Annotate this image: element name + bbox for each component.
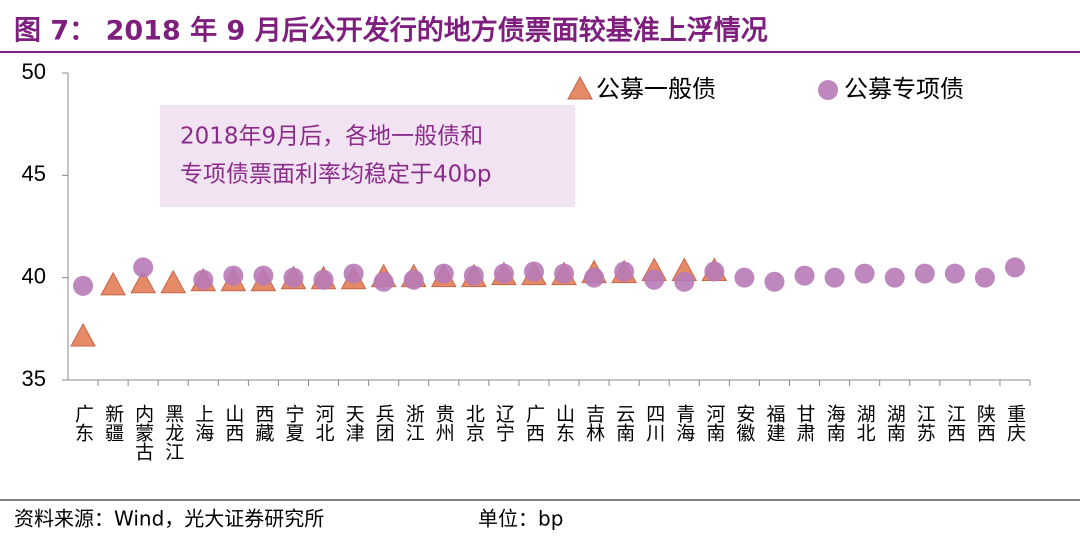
circle-marker [794, 265, 815, 286]
legend-marker [818, 80, 838, 100]
circle-marker [523, 261, 544, 282]
circle-marker [73, 275, 94, 296]
circle-marker [614, 261, 635, 282]
circle-marker [283, 267, 304, 288]
circle-marker [854, 263, 875, 284]
x-tick-label: 天津 [343, 404, 365, 442]
y-tick-label: 40 [22, 263, 46, 288]
triangle-marker [100, 271, 126, 296]
legend-label: 公募一般债 [596, 75, 716, 103]
annotation: 专项债票面利率均稳定于40bp [180, 162, 491, 188]
annotation: 2018年9月后，各地一般债和 [180, 124, 483, 150]
circle-marker [764, 271, 785, 292]
x-tick-label: 广西 [523, 404, 545, 442]
x-tick-label: 甘肃 [794, 404, 816, 442]
x-tick-label: 重庆 [1004, 404, 1026, 442]
x-tick-label: 湖北 [854, 404, 876, 442]
circle-marker [493, 263, 514, 284]
circle-marker [373, 271, 394, 292]
x-tick-label: 河北 [313, 404, 335, 442]
x-tick-label: 湖南 [884, 404, 906, 442]
circle-marker [944, 263, 965, 284]
circle-marker [554, 263, 575, 284]
triangle-marker [130, 269, 156, 294]
circle-marker [223, 265, 244, 286]
x-tick-label: 江苏 [914, 404, 936, 442]
x-tick-label: 北京 [463, 404, 485, 443]
x-tick-label: 江西 [944, 404, 966, 442]
circle-marker [313, 269, 334, 290]
circle-marker [644, 269, 665, 290]
circle-marker [704, 261, 725, 282]
x-tick-label: 福建 [763, 404, 785, 442]
circle-marker [403, 269, 424, 290]
x-tick-label: 青海 [673, 404, 695, 442]
x-tick-label: 山东 [553, 404, 575, 442]
circle-marker [343, 263, 364, 284]
x-tick-label: 宁夏 [282, 404, 304, 442]
circle-marker [463, 265, 484, 286]
x-tick-label: 黑龙江 [162, 404, 184, 461]
x-tick-label: 辽宁 [493, 404, 515, 442]
y-tick-label: 50 [22, 59, 46, 84]
x-tick-label: 云南 [613, 404, 635, 442]
circle-marker [734, 267, 755, 288]
chart-title: 图 7： 2018 年 9 月后公开发行的地方债票面较基准上浮情况 [14, 15, 768, 47]
x-tick-label: 新疆 [102, 404, 124, 442]
circle-marker [884, 267, 905, 288]
legend-marker [567, 75, 593, 100]
x-tick-label: 贵州 [433, 404, 455, 442]
x-tick-label: 吉林 [583, 404, 605, 442]
circle-marker [433, 263, 454, 284]
x-tick-label: 山西 [222, 404, 244, 442]
circle-marker [584, 267, 605, 288]
x-tick-label: 内蒙古 [132, 404, 154, 461]
y-tick-label: 35 [22, 366, 46, 391]
x-tick-label: 浙江 [403, 404, 425, 442]
x-tick-label: 四川 [643, 404, 665, 442]
y-tick-label: 45 [22, 161, 46, 186]
circle-marker [914, 263, 935, 284]
x-tick-label: 陕西 [974, 404, 996, 442]
triangle-marker [160, 269, 187, 294]
circle-marker [1004, 257, 1025, 278]
circle-marker [253, 265, 274, 286]
circle-marker [974, 267, 995, 288]
x-tick-label: 安徽 [733, 404, 755, 442]
x-tick-label: 上海 [192, 404, 214, 442]
legend-label: 公募专项债 [844, 75, 964, 103]
triangle-marker [70, 322, 96, 347]
x-tick-label: 河南 [703, 404, 725, 442]
x-tick-label: 兵团 [373, 404, 395, 442]
circle-marker [824, 267, 845, 288]
x-tick-label: 广东 [72, 404, 94, 442]
unit: 单位：bp [478, 507, 563, 531]
circle-marker [674, 271, 695, 292]
source: 资料来源：Wind，光大证券研究所 [14, 507, 324, 531]
x-tick-label: 海南 [824, 404, 846, 442]
circle-marker [133, 257, 154, 278]
circle-marker [193, 269, 214, 290]
x-tick-label: 西藏 [252, 404, 274, 443]
annotation-box [160, 105, 575, 207]
